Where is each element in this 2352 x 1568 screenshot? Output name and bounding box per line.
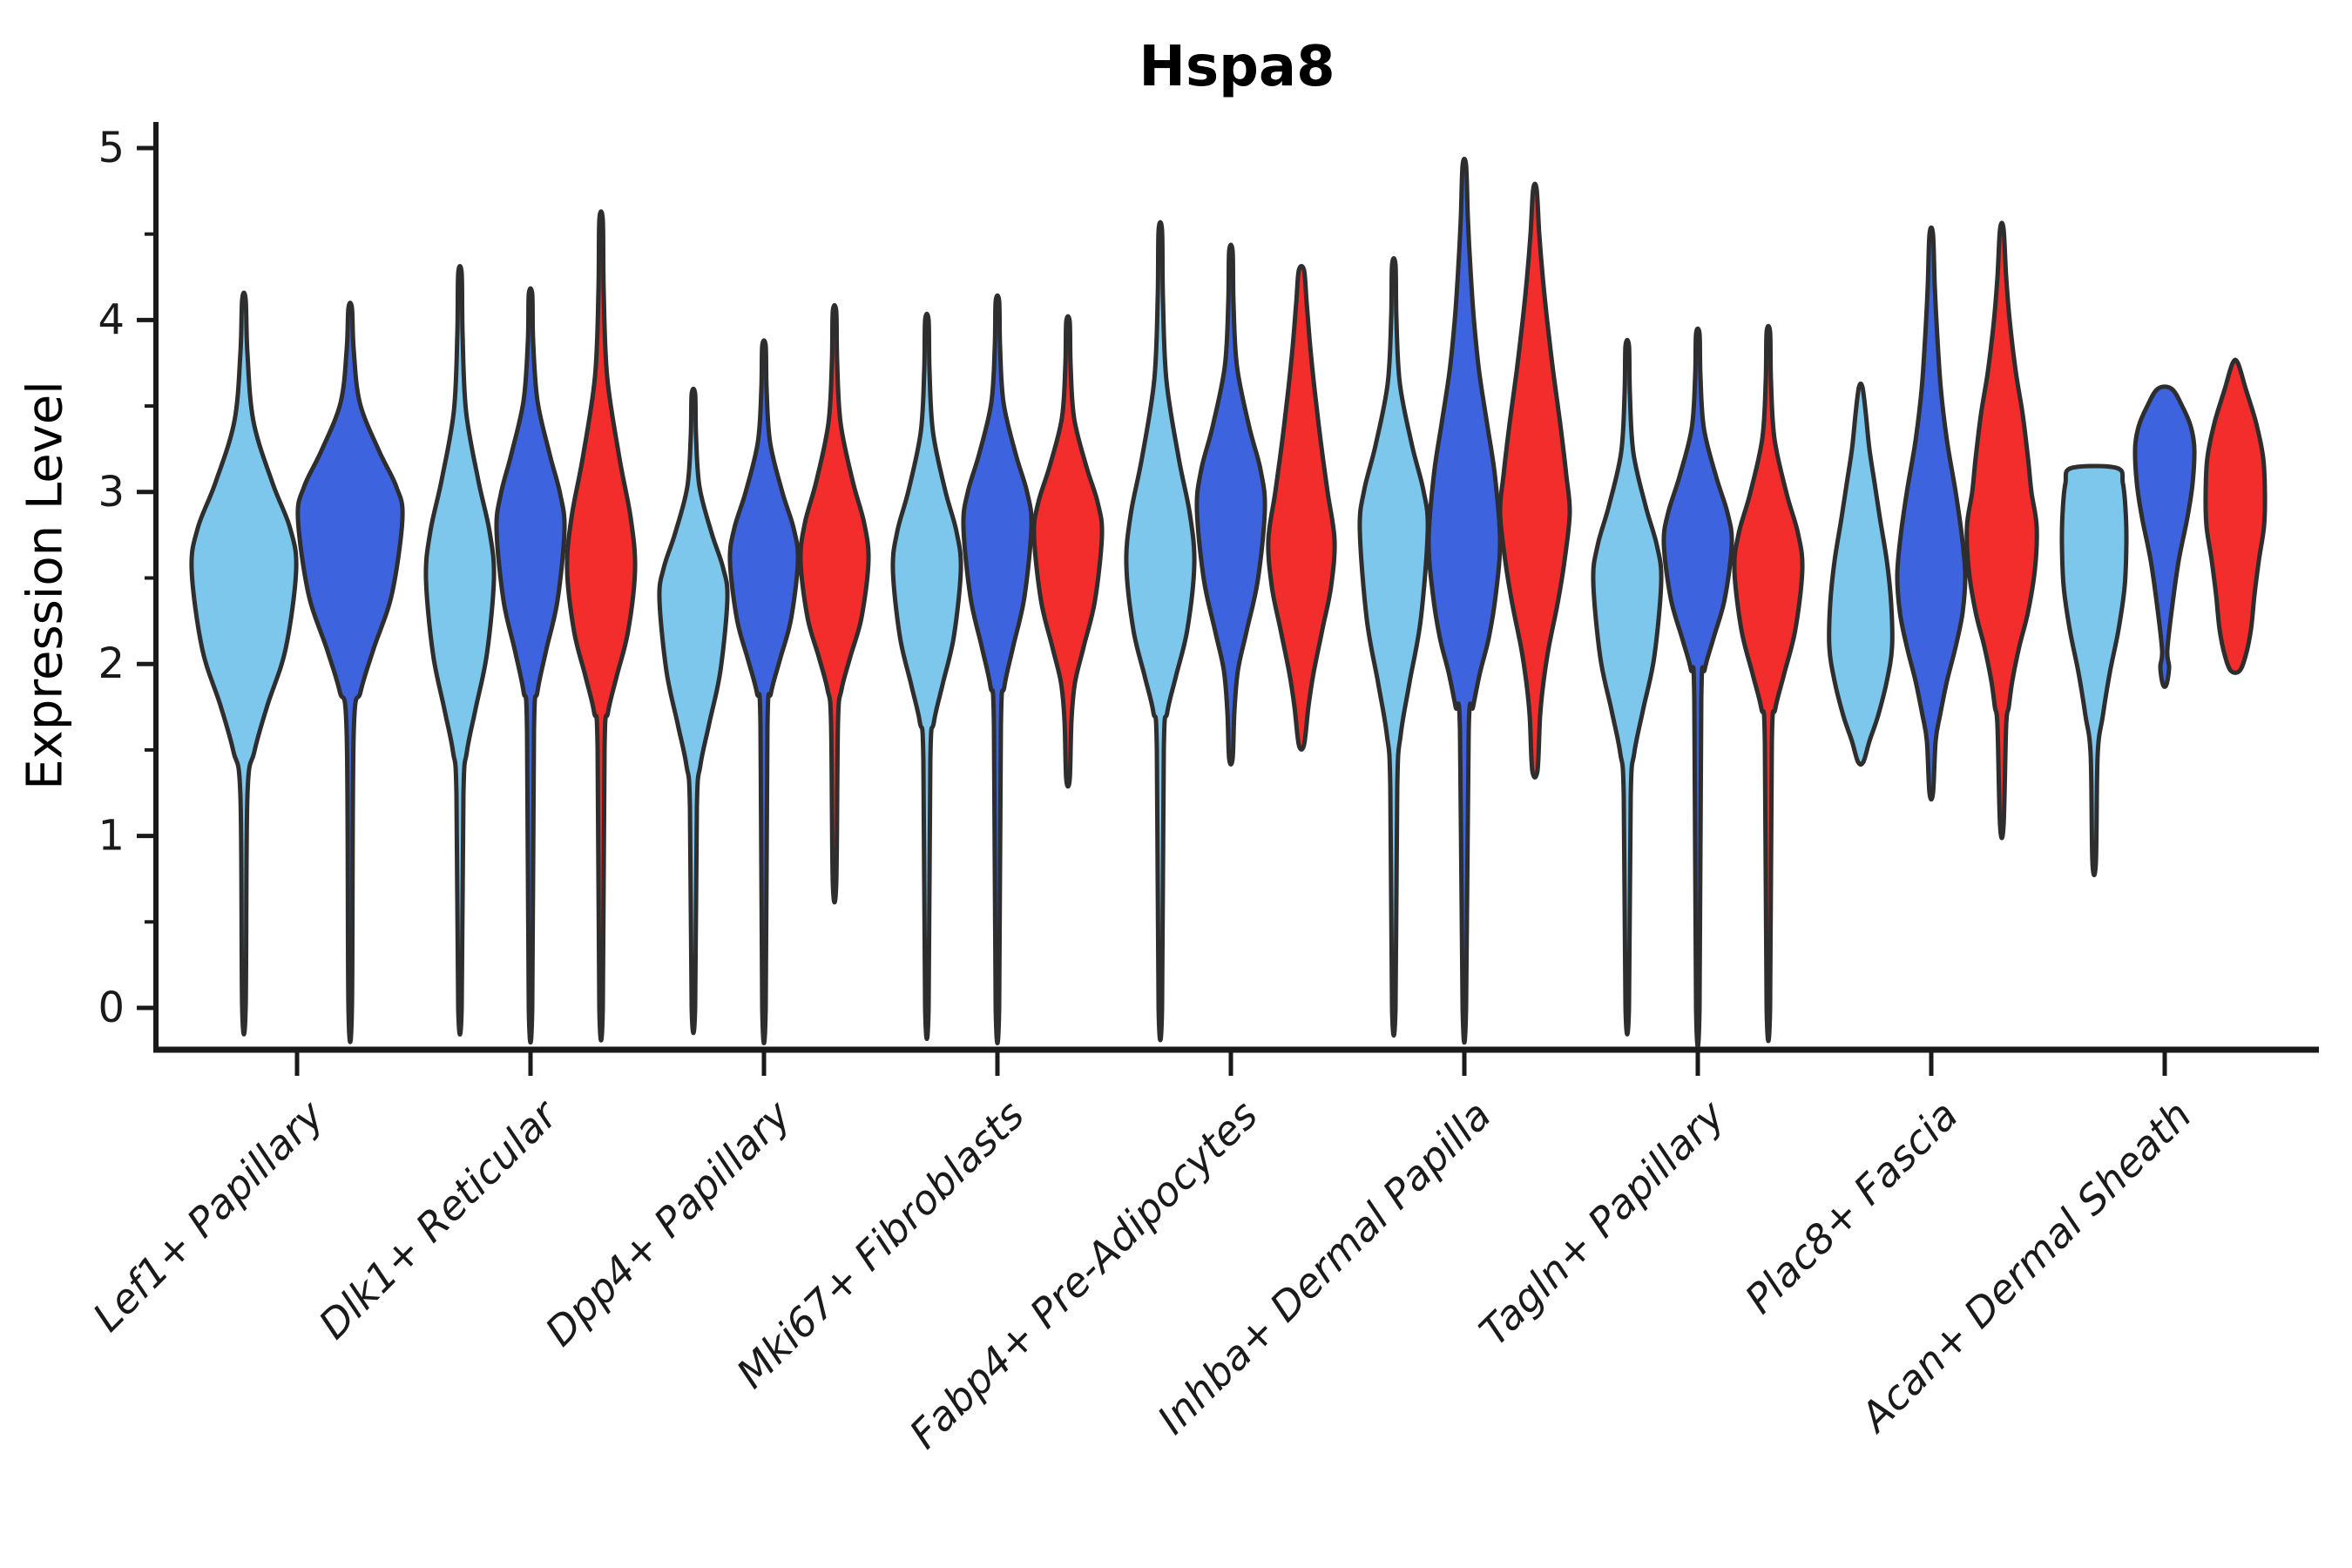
violin-dpp4+-series-1-light-blue <box>657 386 730 1036</box>
violin-inhba+-series-3-red <box>1497 181 1572 780</box>
violin-acan+-series-3-red <box>2203 357 2268 675</box>
violin-plac8+-series-3-red <box>1964 220 2039 841</box>
y-tick-label-0: 0 <box>98 983 125 1032</box>
y-tick-label-2: 2 <box>98 639 125 688</box>
violin-mki67+-series-2-dark-blue <box>961 293 1034 1045</box>
x-category-label-7: Plac8+ Fascia <box>1736 1092 1967 1322</box>
x-category-label-1: Dlk1+ Reticular <box>309 1090 568 1348</box>
chart-title: Hspa8 <box>1139 35 1335 99</box>
violin-plac8+-series-1-light-blue <box>1827 381 1895 767</box>
x-category-label-6: Tagln+ Papillary <box>1470 1091 1734 1355</box>
violin-dlk1+-series-1-light-blue <box>423 263 497 1037</box>
violin-tagln+-series-2-dark-blue <box>1661 326 1734 1049</box>
violin-fabp4+-series-3-red <box>1266 263 1337 752</box>
violin-dlk1+-series-3-red <box>564 209 638 1043</box>
y-tick-label-5: 5 <box>98 124 125 172</box>
violin-fabp4+-series-1-light-blue <box>1124 220 1197 1043</box>
violin-inhba+-series-2-dark-blue <box>1426 156 1503 1044</box>
violin-dlk1+-series-2-dark-blue <box>494 286 567 1044</box>
y-tick-label-4: 4 <box>98 295 125 344</box>
violin-mki67+-series-1-light-blue <box>890 311 963 1042</box>
violin-tagln+-series-3-red <box>1732 323 1805 1044</box>
violin-dpp4+-series-3-red <box>798 302 871 905</box>
violin-lef1+-series-1-light-blue <box>189 290 299 1037</box>
violin-acan+-series-2-dark-blue <box>2132 384 2197 689</box>
violin-plac8+-series-2-dark-blue <box>1895 225 1968 802</box>
x-category-label-2: Dpp4+ Papillary <box>536 1091 800 1355</box>
violin-mki67+-series-3-red <box>1031 314 1105 789</box>
y-tick-label-1: 1 <box>98 812 125 861</box>
violin-dpp4+-series-2-dark-blue <box>727 338 801 1045</box>
violin-tagln+-series-1-light-blue <box>1591 337 1664 1037</box>
violin-fabp4+-series-2-dark-blue <box>1194 242 1267 767</box>
violin-acan+-series-1-light-blue <box>2059 463 2129 877</box>
y-tick-label-3: 3 <box>98 468 125 517</box>
violin-inhba+-series-1-light-blue <box>1357 256 1430 1038</box>
violin-lef1+-series-2-dark-blue <box>295 301 405 1044</box>
x-category-label-0: Lef1+ Papillary <box>84 1091 333 1340</box>
